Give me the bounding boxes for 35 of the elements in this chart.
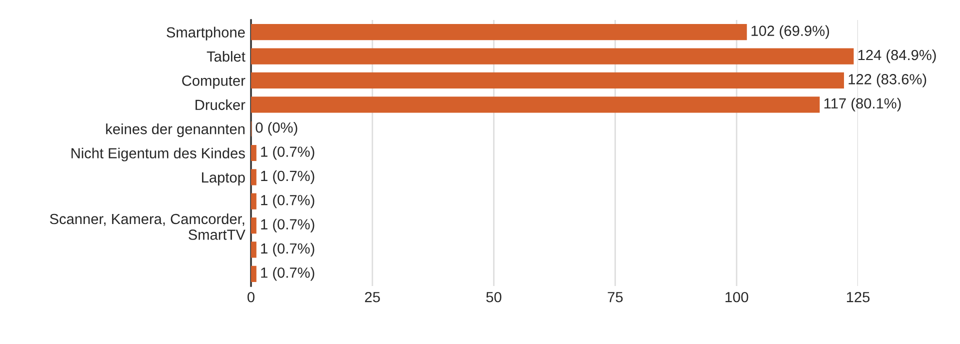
- bar: [251, 242, 256, 258]
- bar: [251, 24, 747, 40]
- x-tick-label: 25: [365, 292, 380, 302]
- data-label: 117 (80.1%): [824, 98, 901, 112]
- bar: [251, 96, 820, 113]
- y-tick-label: Laptop: [202, 172, 245, 186]
- y-tick-label: keines der genannten: [106, 124, 245, 138]
- y-tick-label: Computer: [182, 76, 246, 89]
- x-tick-label: 50: [486, 292, 502, 302]
- y-tick-label: Nicht Eigentum des Kindes: [72, 148, 245, 162]
- y-tick-label: Scanner, Kamera, Camcorder, SmartTV: [50, 213, 246, 240]
- data-label: 0 (0%): [256, 122, 298, 136]
- data-label: 124 (84.9%): [858, 49, 936, 64]
- y-tick-label: Smartphone: [166, 26, 245, 40]
- x-tick-label: 125: [846, 292, 870, 302]
- bar: [251, 193, 256, 210]
- data-label: 1 (0.7%): [261, 170, 314, 184]
- bar: [251, 48, 854, 64]
- bar: [251, 169, 256, 186]
- bar: [251, 72, 844, 89]
- x-tick-label: 100: [726, 292, 748, 302]
- bar: [251, 217, 256, 234]
- bar: [251, 144, 256, 162]
- x-tick-label: 0: [248, 292, 254, 302]
- data-label: 122 (83.6%): [848, 74, 926, 88]
- data-label: 1 (0.7%): [261, 242, 314, 257]
- x-tick-label: 75: [608, 292, 623, 302]
- data-label: 1 (0.7%): [261, 146, 314, 160]
- data-label: 1 (0.7%): [261, 194, 314, 208]
- data-label: 102 (69.9%): [752, 25, 830, 39]
- y-tick-label: Drucker: [196, 99, 246, 110]
- bar: [251, 266, 256, 282]
- data-label: 1 (0.7%): [261, 267, 314, 281]
- y-tick-label: Tablet: [206, 50, 246, 62]
- data-label: 1 (0.7%): [261, 218, 314, 232]
